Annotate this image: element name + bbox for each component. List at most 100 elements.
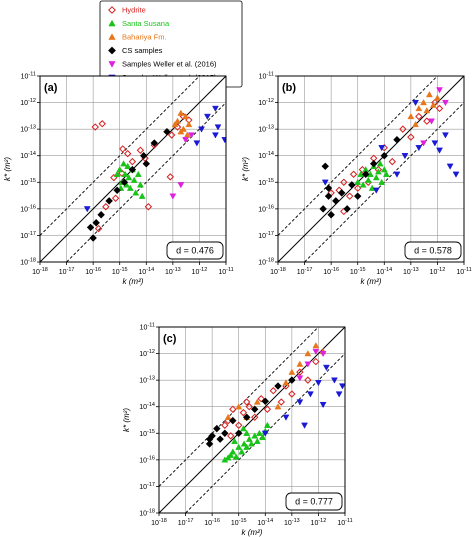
annotation-box (404, 241, 462, 260)
grid (278, 76, 464, 262)
annotation-box (285, 492, 343, 511)
data-point (420, 140, 427, 147)
data-point (253, 398, 261, 405)
data-point (380, 152, 388, 160)
data-point (163, 128, 171, 136)
grid (40, 76, 226, 262)
x-tick-label: 10-12 (430, 267, 446, 276)
series-santa-susana (354, 160, 390, 191)
x-tick-label: 10-17 (59, 267, 75, 276)
legend-entry: Hydrite (122, 6, 146, 15)
data-point (415, 104, 423, 112)
data-point (251, 413, 259, 421)
data-point (94, 224, 103, 233)
upper-decade-line (278, 76, 438, 236)
data-point (105, 197, 113, 205)
data-point (86, 223, 95, 232)
data-point (134, 170, 142, 177)
data-point (321, 179, 329, 186)
data-point (221, 421, 229, 429)
data-point (393, 171, 401, 178)
data-point (269, 387, 277, 395)
data-point (213, 424, 221, 433)
data-point (327, 211, 335, 219)
data-point (167, 131, 176, 139)
x-tick-label: 10-15 (350, 267, 366, 276)
x-tick-label: 10-14 (138, 267, 154, 276)
x-axis-label: k (m²) (361, 277, 382, 286)
y-tick-label: 10-14 (258, 151, 274, 160)
data-point (119, 145, 127, 153)
lower-decade-line (304, 102, 464, 262)
data-point (132, 189, 140, 196)
data-point (205, 435, 214, 443)
data-point (446, 163, 454, 170)
x-tick-label: 10-12 (311, 518, 327, 527)
data-point (415, 112, 423, 121)
data-point (429, 101, 437, 108)
data-point (401, 153, 409, 160)
data-point (378, 145, 386, 152)
y-tick-label: 10-11 (21, 72, 36, 81)
series-cs-samples (86, 128, 171, 242)
data-point (442, 99, 449, 107)
legend-entry: Bahariya Fm. (122, 33, 167, 42)
data-point (113, 170, 121, 177)
annotation-text: d = 0.578 (414, 246, 452, 256)
data-point (296, 368, 304, 376)
data-point (212, 132, 219, 139)
plot-frame (277, 75, 465, 263)
y-axis-label: k* (m²) (122, 408, 131, 432)
data-point (436, 147, 443, 154)
data-point (434, 94, 441, 101)
series-bahariya-fm- (171, 109, 193, 138)
data-point (142, 160, 150, 168)
data-point (174, 117, 181, 124)
data-point (324, 192, 333, 200)
data-point (423, 107, 431, 114)
data-point (359, 181, 367, 188)
data-point (412, 120, 419, 128)
legend-marker (108, 6, 116, 14)
data-point (374, 168, 382, 175)
data-point (124, 149, 132, 158)
data-point (259, 433, 267, 441)
x-tick-label: 10-15 (112, 267, 128, 276)
data-point (125, 174, 133, 181)
annotation-text: d = 0.777 (295, 497, 333, 507)
panel-label: (b) (282, 82, 296, 94)
data-point (120, 178, 129, 186)
data-point (426, 91, 433, 98)
y-tick-label: 10-15 (139, 429, 155, 438)
y-tick-label: 10-14 (20, 151, 36, 160)
data-point (253, 437, 261, 444)
y-tick-label: 10-15 (258, 178, 274, 187)
data-point (331, 377, 338, 384)
data-point (321, 162, 329, 170)
data-point (296, 399, 304, 406)
data-point (247, 440, 255, 447)
y-tick-label: 10-14 (139, 402, 155, 411)
data-point (339, 383, 345, 390)
y-tick-label: 10-18 (139, 509, 155, 518)
data-point (227, 432, 235, 440)
data-point (166, 173, 174, 181)
data-point (188, 132, 195, 139)
data-point (136, 181, 144, 188)
data-point (227, 451, 235, 458)
data-point (245, 403, 253, 411)
data-point (348, 181, 356, 189)
data-point (423, 117, 431, 125)
data-point (261, 430, 269, 437)
data-point (185, 120, 193, 128)
legend-entry: CS samples (122, 46, 163, 55)
x-tick-label: 10-18 (270, 267, 286, 276)
annotation-text: d = 0.476 (176, 246, 214, 256)
data-point (204, 113, 211, 120)
data-point (240, 440, 248, 447)
y-axis-label: k* (m²) (241, 157, 250, 181)
series-samples-weller-et-al-2015- (321, 99, 460, 194)
y-tick-label: 10-12 (258, 98, 274, 107)
data-point (235, 403, 243, 410)
data-point (171, 120, 179, 128)
